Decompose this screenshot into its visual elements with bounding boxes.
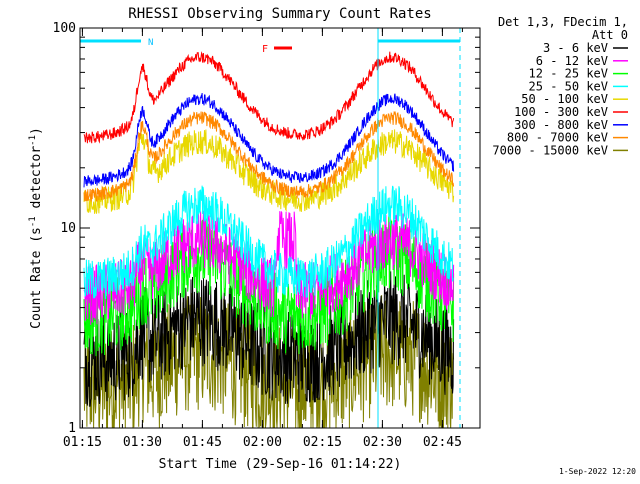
series-layer — [83, 51, 455, 429]
y-tick-label: 100 — [53, 21, 76, 36]
legend-entry-label: 12 - 25 keV — [529, 67, 608, 81]
x-tick-label: 01:15 — [63, 435, 102, 450]
series-line — [83, 51, 455, 144]
series-line — [83, 210, 455, 325]
x-tick-label: 02:00 — [243, 435, 282, 450]
y-axis-label-exp1: -1 — [28, 216, 38, 227]
x-tick-label: 02:30 — [363, 435, 402, 450]
y-axis-label-end: ) — [29, 127, 44, 135]
series-line — [83, 185, 454, 299]
legend-header-line-1: Det 1,3, FDecim 1, — [498, 15, 628, 29]
y-axis-label-mid: detector — [29, 146, 44, 217]
y-axis-label-exp2: -1 — [28, 135, 38, 146]
axis-layer: 01:15 01:30 01:45 02:00 02:15 02:30 02:45 1 10 10… — [53, 21, 480, 450]
legend-entry-label: 25 - 50 keV — [529, 79, 608, 93]
series-line — [83, 129, 455, 214]
legend-header-line-2: Att 0 — [592, 28, 628, 42]
y-tick-label: 1 — [68, 421, 76, 436]
y-axis-label-main: Count Rate (s — [29, 227, 44, 329]
legend-entry-label: 7000 - 15000 keV — [492, 143, 608, 157]
annotation-layer: NF — [80, 28, 461, 428]
legend-entry-label: 3 - 6 keV — [543, 41, 608, 55]
x-tick-label: 02:45 — [423, 435, 462, 450]
y-tick-label: 10 — [60, 221, 76, 236]
series-line — [83, 110, 455, 202]
chart-title: RHESSI Observing Summary Count Rates — [128, 6, 431, 22]
legend-entry-label: 50 - 100 keV — [521, 92, 608, 106]
footer-timestamp: 1-Sep-2022 12:20 — [559, 467, 636, 476]
legend-entry-label: 800 - 7000 keV — [507, 131, 608, 145]
night-label: N — [148, 38, 153, 48]
y-axis-label: Count Rate (s-1 detector-1) — [28, 127, 44, 329]
x-tick-label: 01:45 — [183, 435, 222, 450]
series-line — [83, 92, 455, 188]
x-axis-label: Start Time (29-Sep-16 01:14:22) — [159, 457, 402, 472]
flare-label: F — [262, 44, 268, 55]
x-tick-label: 01:30 — [123, 435, 162, 450]
x-tick-label: 02:15 — [303, 435, 342, 450]
legend-entry-label: 6 - 12 keV — [536, 54, 608, 68]
legend-entry-label: 300 - 800 keV — [514, 118, 608, 132]
legend-entry-label: 100 - 300 keV — [514, 105, 608, 119]
